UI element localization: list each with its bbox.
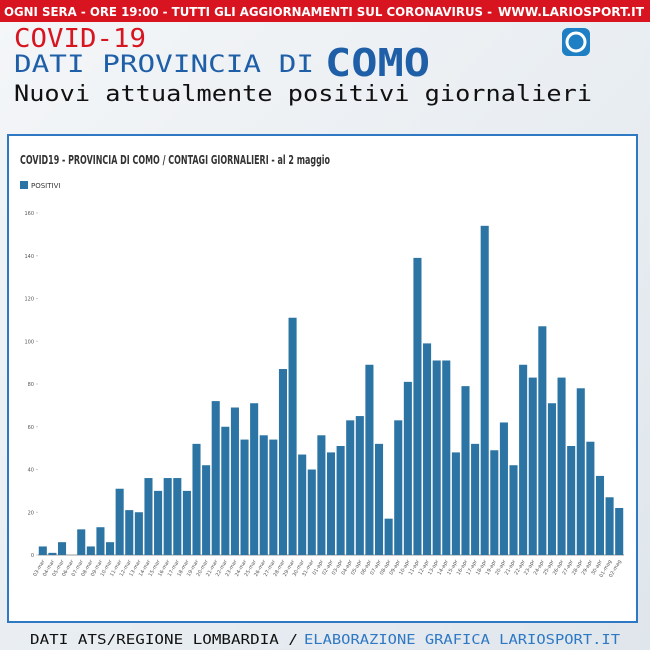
bar [192, 443, 201, 555]
bar [576, 388, 585, 555]
y-tick-label: 160 [24, 211, 34, 217]
bar [605, 497, 614, 555]
banner [0, 0, 650, 22]
banner-text: OGNI SERA - ORE 19:00 - TUTTI GLI AGGIOR… [4, 5, 492, 19]
legend-label: POSITIVI [31, 182, 60, 190]
subtitle: Nuovi attualmente positivi giornalieri [14, 82, 592, 107]
y-tick-label: 40 [28, 468, 34, 474]
heading-como: COMO [325, 41, 430, 85]
bar [154, 490, 163, 555]
legend-swatch [20, 181, 28, 189]
bar [326, 452, 336, 555]
y-tick-label: 80 [28, 382, 34, 388]
bar [317, 435, 326, 555]
bar [365, 364, 374, 555]
bar [96, 527, 105, 555]
bar [346, 420, 355, 555]
bar [432, 360, 441, 555]
bar [567, 445, 576, 555]
bar [336, 445, 345, 555]
chart-title: COVID19 - PROVINCIA DI COMO / CONTAGI GI… [20, 153, 330, 167]
bar [509, 465, 518, 555]
bar [490, 450, 499, 555]
bar [48, 552, 57, 555]
bar [413, 257, 422, 555]
bar [298, 454, 307, 555]
y-tick-label: 60 [28, 425, 34, 431]
bar [202, 465, 211, 555]
bar [182, 490, 191, 555]
bar [471, 443, 480, 555]
bar [173, 478, 182, 555]
bar [144, 478, 153, 555]
bar [499, 422, 508, 555]
heading-covid: COVID-19 [14, 24, 146, 54]
bar [595, 475, 605, 555]
banner-site: WWW.LARIOSPORT.IT [498, 5, 645, 19]
y-tick-label: 120 [24, 297, 34, 303]
footer-credit: ELABORAZIONE GRAFICA LARIOSPORT.IT [304, 633, 620, 648]
bar [403, 381, 412, 555]
bar [461, 386, 470, 555]
bar [211, 401, 220, 555]
bar [615, 507, 624, 555]
y-tick-label: 140 [24, 254, 34, 260]
bar [355, 416, 364, 555]
bar [394, 420, 403, 555]
bar [86, 546, 95, 555]
y-tick-label: 100 [24, 339, 34, 345]
bar [538, 326, 547, 555]
bar [480, 225, 489, 555]
bar [259, 435, 268, 555]
bar [307, 469, 316, 555]
bar [423, 343, 432, 555]
logo [562, 28, 590, 56]
bar [586, 441, 595, 555]
bar [278, 369, 288, 555]
bar [442, 360, 451, 555]
bar [163, 478, 172, 555]
bar [374, 443, 384, 555]
bar [288, 317, 297, 555]
y-tick-label: 20 [28, 510, 34, 516]
bar [451, 452, 460, 555]
bar [269, 439, 278, 555]
heading-dati: DATI PROVINCIA DI [14, 50, 314, 78]
footer-source: DATI ATS/REGIONE LOMBARDIA / [30, 633, 298, 648]
bar [57, 542, 67, 555]
bar [115, 488, 124, 555]
bar [77, 529, 86, 555]
y-tick-label: 0 [31, 553, 34, 559]
bar [384, 518, 393, 555]
bar [519, 364, 528, 555]
bar [240, 439, 249, 555]
bar [106, 542, 115, 555]
bar [134, 512, 143, 555]
bar [557, 377, 566, 555]
bar [38, 546, 47, 555]
bar [528, 377, 537, 555]
bar [221, 426, 230, 555]
bar [125, 510, 134, 555]
bar [230, 407, 239, 555]
bar [547, 403, 556, 555]
bar [250, 403, 259, 555]
